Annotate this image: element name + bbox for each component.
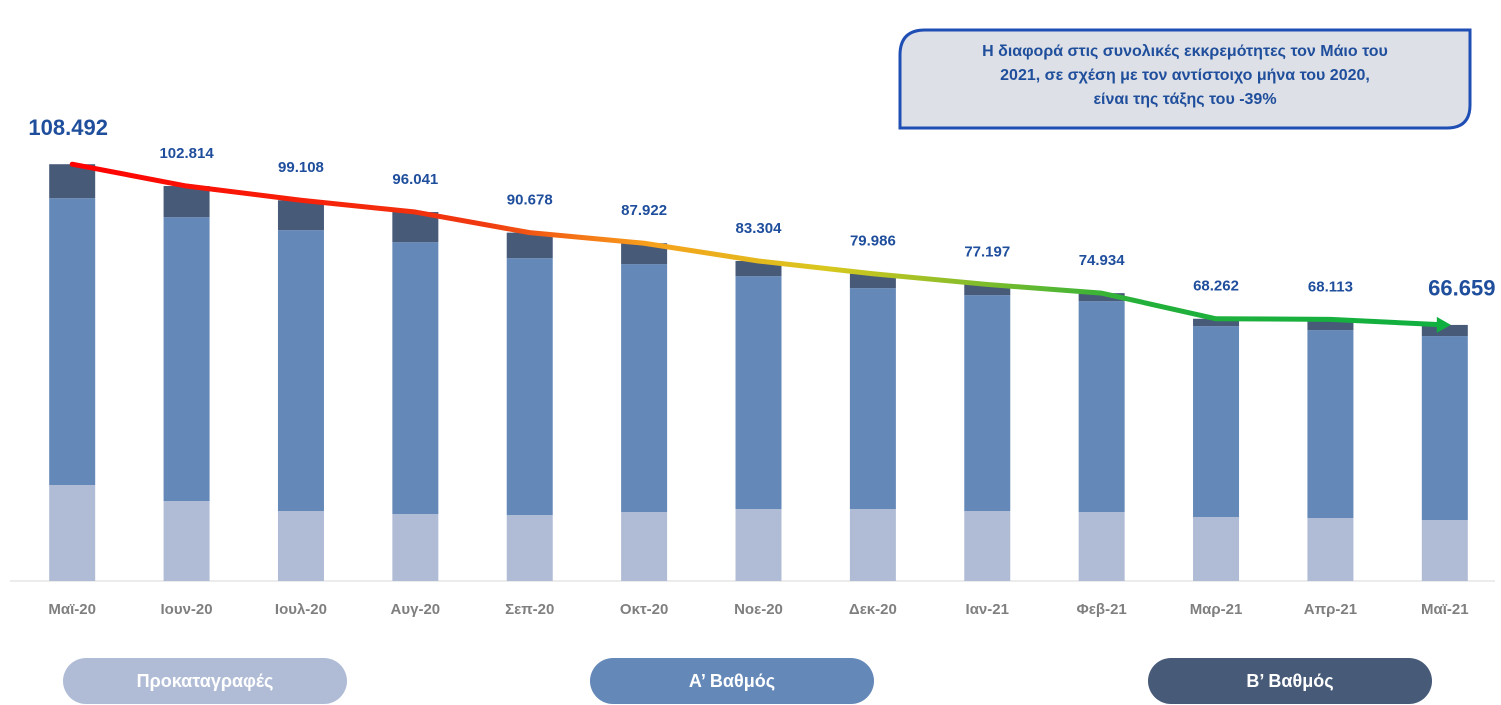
legend-pill [590,658,874,704]
total-label: 74.934 [1079,252,1126,269]
bar-segment [506,515,553,581]
annotation-text: είναι της τάξης του -39% [1093,91,1276,108]
bar-segment [1421,324,1468,337]
legend-label: Προκαταγραφές [137,671,274,691]
legend-pill [1148,658,1432,704]
bar-segment [621,264,668,513]
x-tick-label: Απρ-21 [1304,601,1357,618]
bar-segment [163,186,210,218]
annotation-box [898,28,1472,130]
annotation-text: 2021, σε σχέση με τον αντίστοιχο μήνα το… [1000,67,1370,84]
bar-segment [964,511,1011,581]
x-tick-label: Ιουλ-20 [275,601,327,618]
total-label: 108.492 [28,115,108,140]
bar-segment [277,200,324,231]
bar-segment [1307,518,1354,581]
bar-segment [277,230,324,512]
bar-segment [1307,319,1354,331]
legend-label: Α’ Βαθμός [689,671,775,691]
x-tick-label: Οκτ-20 [620,601,668,618]
total-label: 68.262 [1193,278,1239,295]
bar-segment [163,501,210,581]
bar-segment [621,243,668,265]
bar-segment [1078,512,1125,581]
bar-segment [49,164,96,199]
bar-segment [964,284,1011,296]
bar-segment [849,288,896,510]
bar-segment [1078,293,1125,302]
bar-segment [506,232,553,259]
x-tick-label: Μαρ-21 [1190,601,1243,618]
legend-pill [63,658,347,704]
bar-segment [1307,330,1354,519]
total-label: 87.922 [621,202,667,219]
x-tick-label: Νοε-20 [734,601,783,618]
bar-segment [1193,326,1240,518]
total-label: 68.113 [1308,278,1353,295]
total-label: 83.304 [736,220,783,237]
total-label: 99.108 [278,159,324,176]
total-label: 79.986 [850,233,896,250]
x-tick-label: Ιουν-20 [161,601,213,618]
bar-segment [1421,520,1468,581]
bar-segment [1421,336,1468,521]
bar-segment [735,276,782,510]
bar-segment [49,485,96,581]
x-tick-label: Ιαν-21 [966,601,1009,618]
bar-segment [163,217,210,502]
bar-segment [392,514,439,581]
total-label: 96.041 [392,171,438,188]
bar-segment [964,295,1011,512]
x-tick-label: Σεπ-20 [505,601,554,618]
x-tick-label: Δεκ-20 [849,601,897,618]
bar-segment [392,242,439,515]
bar-segment [1193,318,1240,327]
bar-segment [621,512,668,581]
bar-segment [735,509,782,581]
bar-segment [277,511,324,581]
bar-segment [1193,517,1240,581]
trend-line [69,161,1448,328]
x-tick-label: Αυγ-20 [391,601,441,618]
bar-segment [849,509,896,581]
x-tick-label: Φεβ-21 [1077,601,1127,618]
bar-segment [49,198,96,486]
bar-segment [1078,301,1125,513]
bar-segment [506,258,553,516]
x-tick-label: Μαϊ-20 [48,601,96,618]
legend-label: Β’ Βαθμός [1246,671,1333,691]
annotation-text: Η διαφορά στις συνολικές εκκρεμότητες το… [982,43,1388,60]
total-label: 90.678 [507,192,553,209]
total-label: 66.659 [1428,276,1495,301]
total-label: 102.814 [159,145,214,162]
x-tick-label: Μαϊ-21 [1421,601,1469,618]
trend-arrowhead [1436,316,1451,333]
bar-segment [849,273,896,289]
total-label: 77.197 [964,243,1010,260]
